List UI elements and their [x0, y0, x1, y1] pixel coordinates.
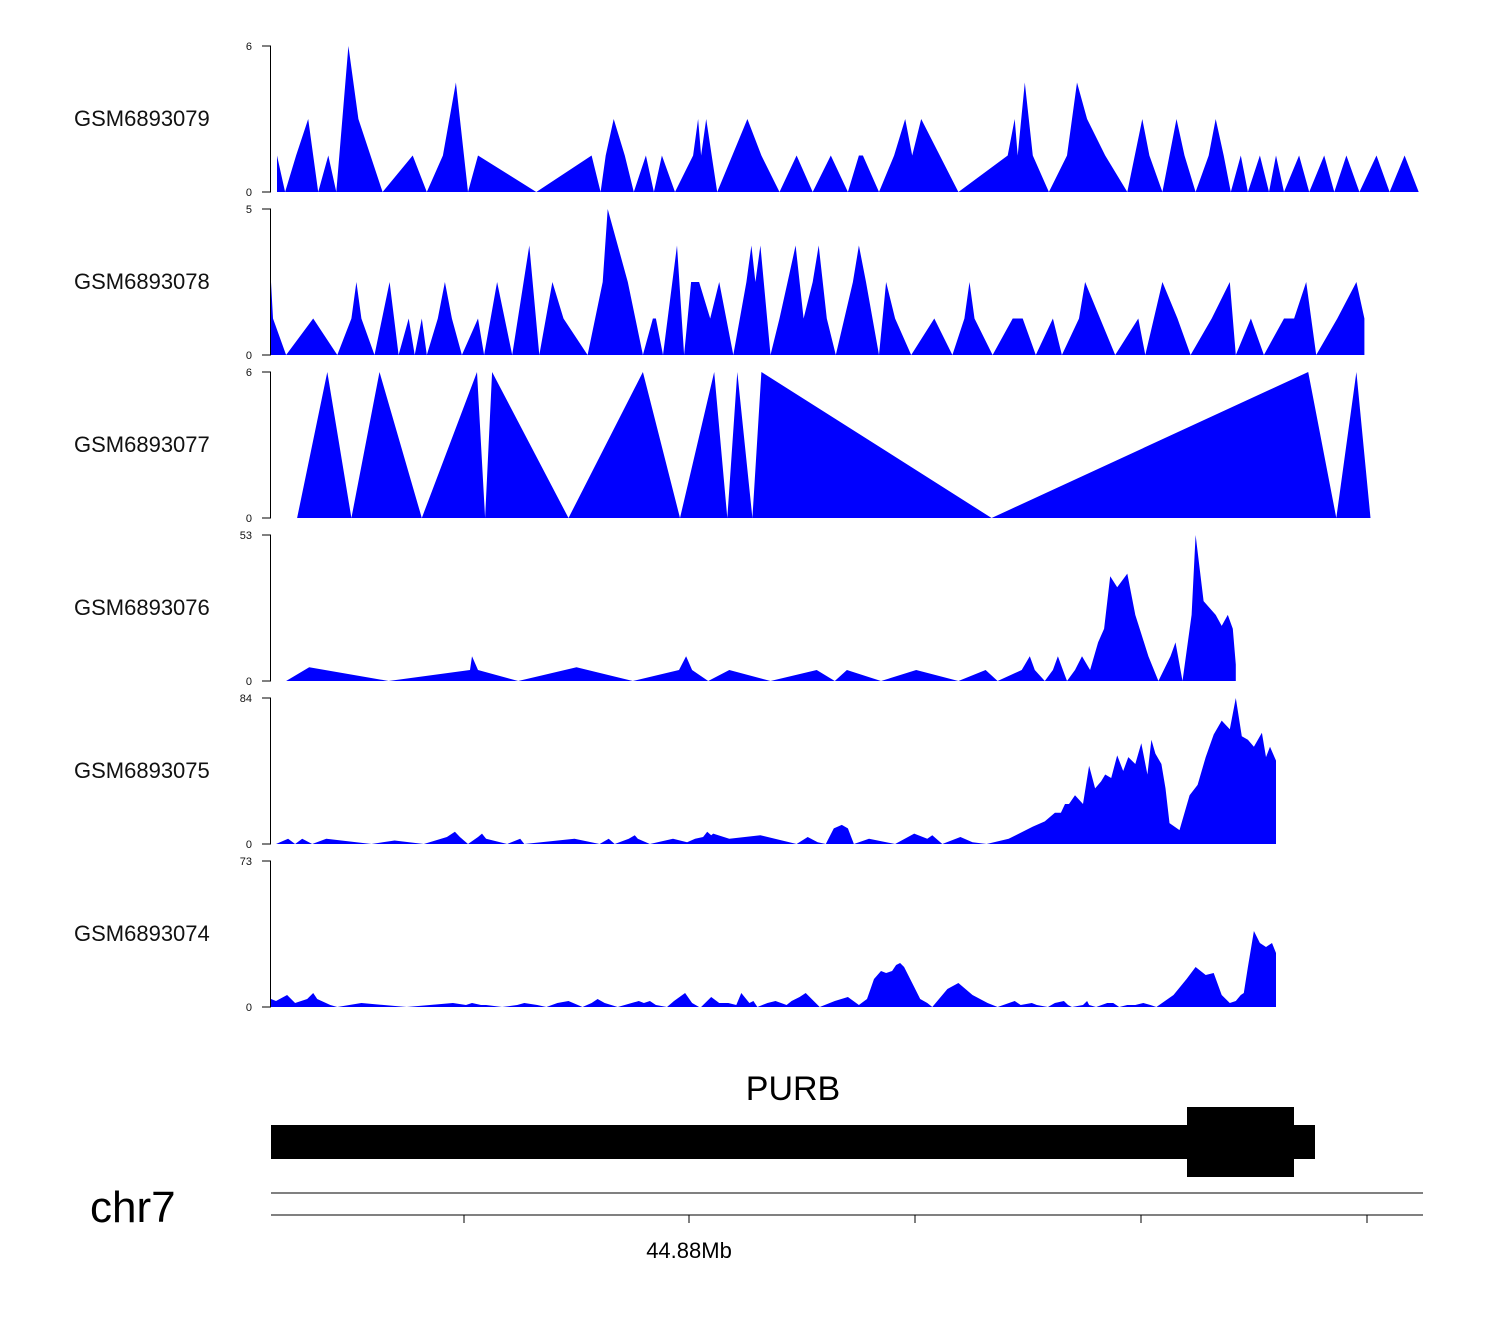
track-GSM6893076: GSM6893076 53 0: [74, 530, 1236, 688]
axis-tick-label: 44.88Mb: [646, 1238, 732, 1263]
gene-name: PURB: [746, 1070, 840, 1108]
track-GSM6893075: GSM6893075 84 0: [74, 693, 1276, 851]
y-tick-label: 0: [246, 839, 252, 851]
y-tick-label: 5: [246, 204, 252, 216]
gene-exon: [1187, 1107, 1294, 1177]
coverage-area: [271, 931, 1276, 1007]
y-tick-label: 6: [246, 367, 252, 379]
track-GSM6893077: GSM6893077 6 0: [74, 367, 1371, 525]
track-label: GSM6893079: [74, 106, 210, 131]
coverage-area: [297, 372, 1371, 518]
chromosome-label: chr7: [90, 1183, 176, 1232]
y-tick-label: 0: [246, 513, 252, 525]
track-label: GSM6893077: [74, 432, 210, 457]
gene-track: PURB: [271, 1070, 1315, 1177]
track-label: GSM6893076: [74, 595, 210, 620]
track-GSM6893074: GSM6893074 73 0: [74, 856, 1276, 1014]
coverage-area: [276, 698, 1276, 844]
track-label: GSM6893075: [74, 758, 210, 783]
track-GSM6893078: GSM6893078 5 0: [74, 204, 1365, 362]
coverage-area: [277, 46, 1419, 192]
y-tick-label: 0: [246, 676, 252, 688]
genome-axis: chr7 44.88Mb: [90, 1183, 1423, 1263]
y-tick-label: 53: [240, 530, 252, 542]
coverage-tracks: GSM689307960GSM689307850GSM689307760GSM6…: [74, 41, 1419, 1014]
y-tick-label: 0: [246, 187, 252, 199]
y-tick-label: 0: [246, 350, 252, 362]
gene-body: [271, 1125, 1315, 1159]
coverage-area: [286, 535, 1236, 681]
track-label: GSM6893078: [74, 269, 210, 294]
track-label: GSM6893074: [74, 921, 210, 946]
y-tick-label: 0: [246, 1002, 252, 1014]
y-tick-label: 84: [240, 693, 252, 705]
coverage-area: [271, 209, 1365, 355]
track-GSM6893079: GSM6893079 6 0: [74, 41, 1419, 199]
y-tick-label: 6: [246, 41, 252, 53]
y-tick-label: 73: [240, 856, 252, 868]
